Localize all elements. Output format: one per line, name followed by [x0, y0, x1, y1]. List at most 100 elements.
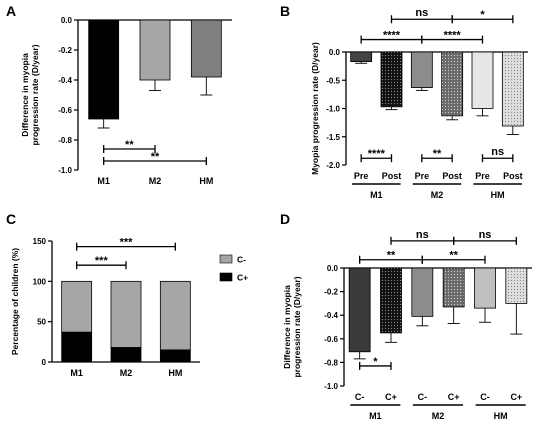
y-tick-label: -0.8 — [324, 358, 338, 367]
legend-swatch-C+ — [219, 272, 233, 282]
panel-D: D 0.0 -0.2 -0.4 -0.6 -0.8 -1.0 Difference in my… — [280, 211, 532, 421]
y-tick-label: -0.4 — [58, 76, 72, 85]
bar-Pre — [471, 51, 494, 109]
y-axis-label: progression rate (D/year) — [30, 44, 40, 145]
x-category-label: C- — [418, 392, 428, 402]
y-tick-label: -1.0 — [326, 105, 340, 114]
y-axis-label: Difference in myopia — [282, 285, 292, 369]
group-label: HM — [494, 411, 508, 421]
panel-letter: D — [280, 211, 290, 227]
y-tick-label: 0.0 — [61, 16, 73, 25]
panel-B: B 0.0 -0.5 -1.0 -1.5 -2.0 Myopia progression r… — [280, 3, 528, 200]
sig-label: ns — [479, 229, 492, 241]
x-category-label: M2 — [149, 176, 162, 186]
x-category-label: C+ — [510, 392, 522, 402]
y-axis-label: Difference in myopia — [20, 53, 30, 137]
bar-HM — [190, 19, 222, 78]
sig-label: ** — [125, 139, 134, 151]
sig-label: ns — [416, 229, 429, 241]
y-tick-label: -0.4 — [324, 311, 338, 320]
x-category-label: Pre — [354, 171, 369, 181]
y-tick-label: -1.0 — [324, 382, 338, 391]
legend-swatch-C- — [219, 254, 233, 264]
y-tick-label: -2.0 — [326, 161, 340, 170]
bar-C--HM — [159, 280, 191, 351]
group-label: M2 — [431, 190, 444, 200]
bar-C+-M2 — [110, 347, 142, 363]
y-tick-label: 0.0 — [327, 264, 339, 273]
x-category-label: C- — [480, 392, 490, 402]
y-tick-label: 100 — [33, 277, 47, 286]
sig-label: * — [373, 356, 378, 368]
y-tick-label: -0.2 — [58, 46, 72, 55]
x-category-label: C- — [355, 392, 365, 402]
bar-C- — [474, 267, 496, 309]
sig-label: *** — [95, 255, 109, 267]
bar-M1 — [88, 19, 120, 120]
group-label: M1 — [369, 411, 382, 421]
y-axis-label: progression rate (D/year) — [292, 276, 302, 377]
x-category-label: Pre — [415, 171, 430, 181]
bar-C- — [411, 267, 434, 317]
bar-Post — [441, 51, 464, 117]
sig-label: ** — [433, 148, 442, 160]
y-tick-label: -0.2 — [324, 288, 338, 297]
x-category-label: Post — [382, 171, 402, 181]
bar-C+ — [380, 267, 402, 334]
x-category-label: Post — [503, 171, 523, 181]
x-category-label: M1 — [70, 368, 83, 378]
bar-C+-M1 — [61, 331, 93, 363]
sig-label: * — [480, 9, 485, 21]
panel-letter: C — [6, 211, 16, 227]
sig-label: **** — [444, 30, 462, 42]
bar-C+-HM — [159, 349, 191, 363]
sig-label: ns — [491, 146, 504, 158]
sig-label: **** — [383, 30, 401, 42]
y-tick-label: -0.6 — [58, 106, 72, 115]
y-tick-label: 0.0 — [329, 48, 341, 57]
sig-label: ** — [151, 151, 160, 163]
group-label: M2 — [432, 411, 445, 421]
bar-Pre — [410, 51, 433, 88]
group-label: M1 — [370, 190, 383, 200]
y-tick-label: -1.5 — [326, 133, 340, 142]
group-label: HM — [491, 190, 505, 200]
y-tick-label: -0.5 — [326, 76, 340, 85]
y-tick-label: -0.6 — [324, 335, 338, 344]
sig-label: **** — [368, 148, 386, 160]
sig-label: ** — [449, 250, 458, 262]
y-axis-label: Myopia progression rate (D/year) — [310, 42, 320, 175]
bar-M2 — [139, 19, 171, 81]
bar-C--M1 — [61, 280, 93, 333]
bar-C--M2 — [110, 280, 142, 348]
sig-label: *** — [120, 237, 134, 249]
y-tick-label: -0.8 — [58, 136, 72, 145]
bar-C+ — [505, 267, 528, 304]
x-category-label: Post — [442, 171, 462, 181]
bar-C- — [348, 267, 371, 353]
sig-label: ** — [387, 250, 396, 262]
y-axis-label: Percentage of children (%) — [10, 248, 20, 355]
panel-A: A 0.0 -0.2 -0.4 -0.6 -0.8 -1.0 Difference in my… — [6, 3, 232, 186]
bar-Pre — [350, 51, 373, 63]
panel-letter: A — [6, 3, 16, 19]
legend-label: C- — [237, 255, 246, 265]
y-tick-label: -1.0 — [58, 166, 72, 175]
legend-label: C+ — [237, 273, 248, 283]
bar-Post — [501, 51, 524, 127]
panel-C: C 150 100 50 0 Percentage of children (%) M1 M2… — [6, 211, 248, 378]
x-category-label: M1 — [97, 176, 110, 186]
x-category-label: Pre — [475, 171, 490, 181]
x-category-label: C+ — [385, 392, 397, 402]
x-category-label: M2 — [120, 368, 133, 378]
x-category-label: C+ — [448, 392, 460, 402]
bar-Post — [380, 51, 403, 108]
x-category-label: HM — [199, 176, 213, 186]
x-category-label: HM — [168, 368, 182, 378]
bar-C+ — [442, 267, 465, 308]
y-tick-label: 150 — [33, 237, 47, 246]
y-tick-label: 0 — [42, 358, 47, 367]
y-tick-label: 50 — [37, 318, 46, 327]
panel-letter: B — [280, 3, 290, 19]
